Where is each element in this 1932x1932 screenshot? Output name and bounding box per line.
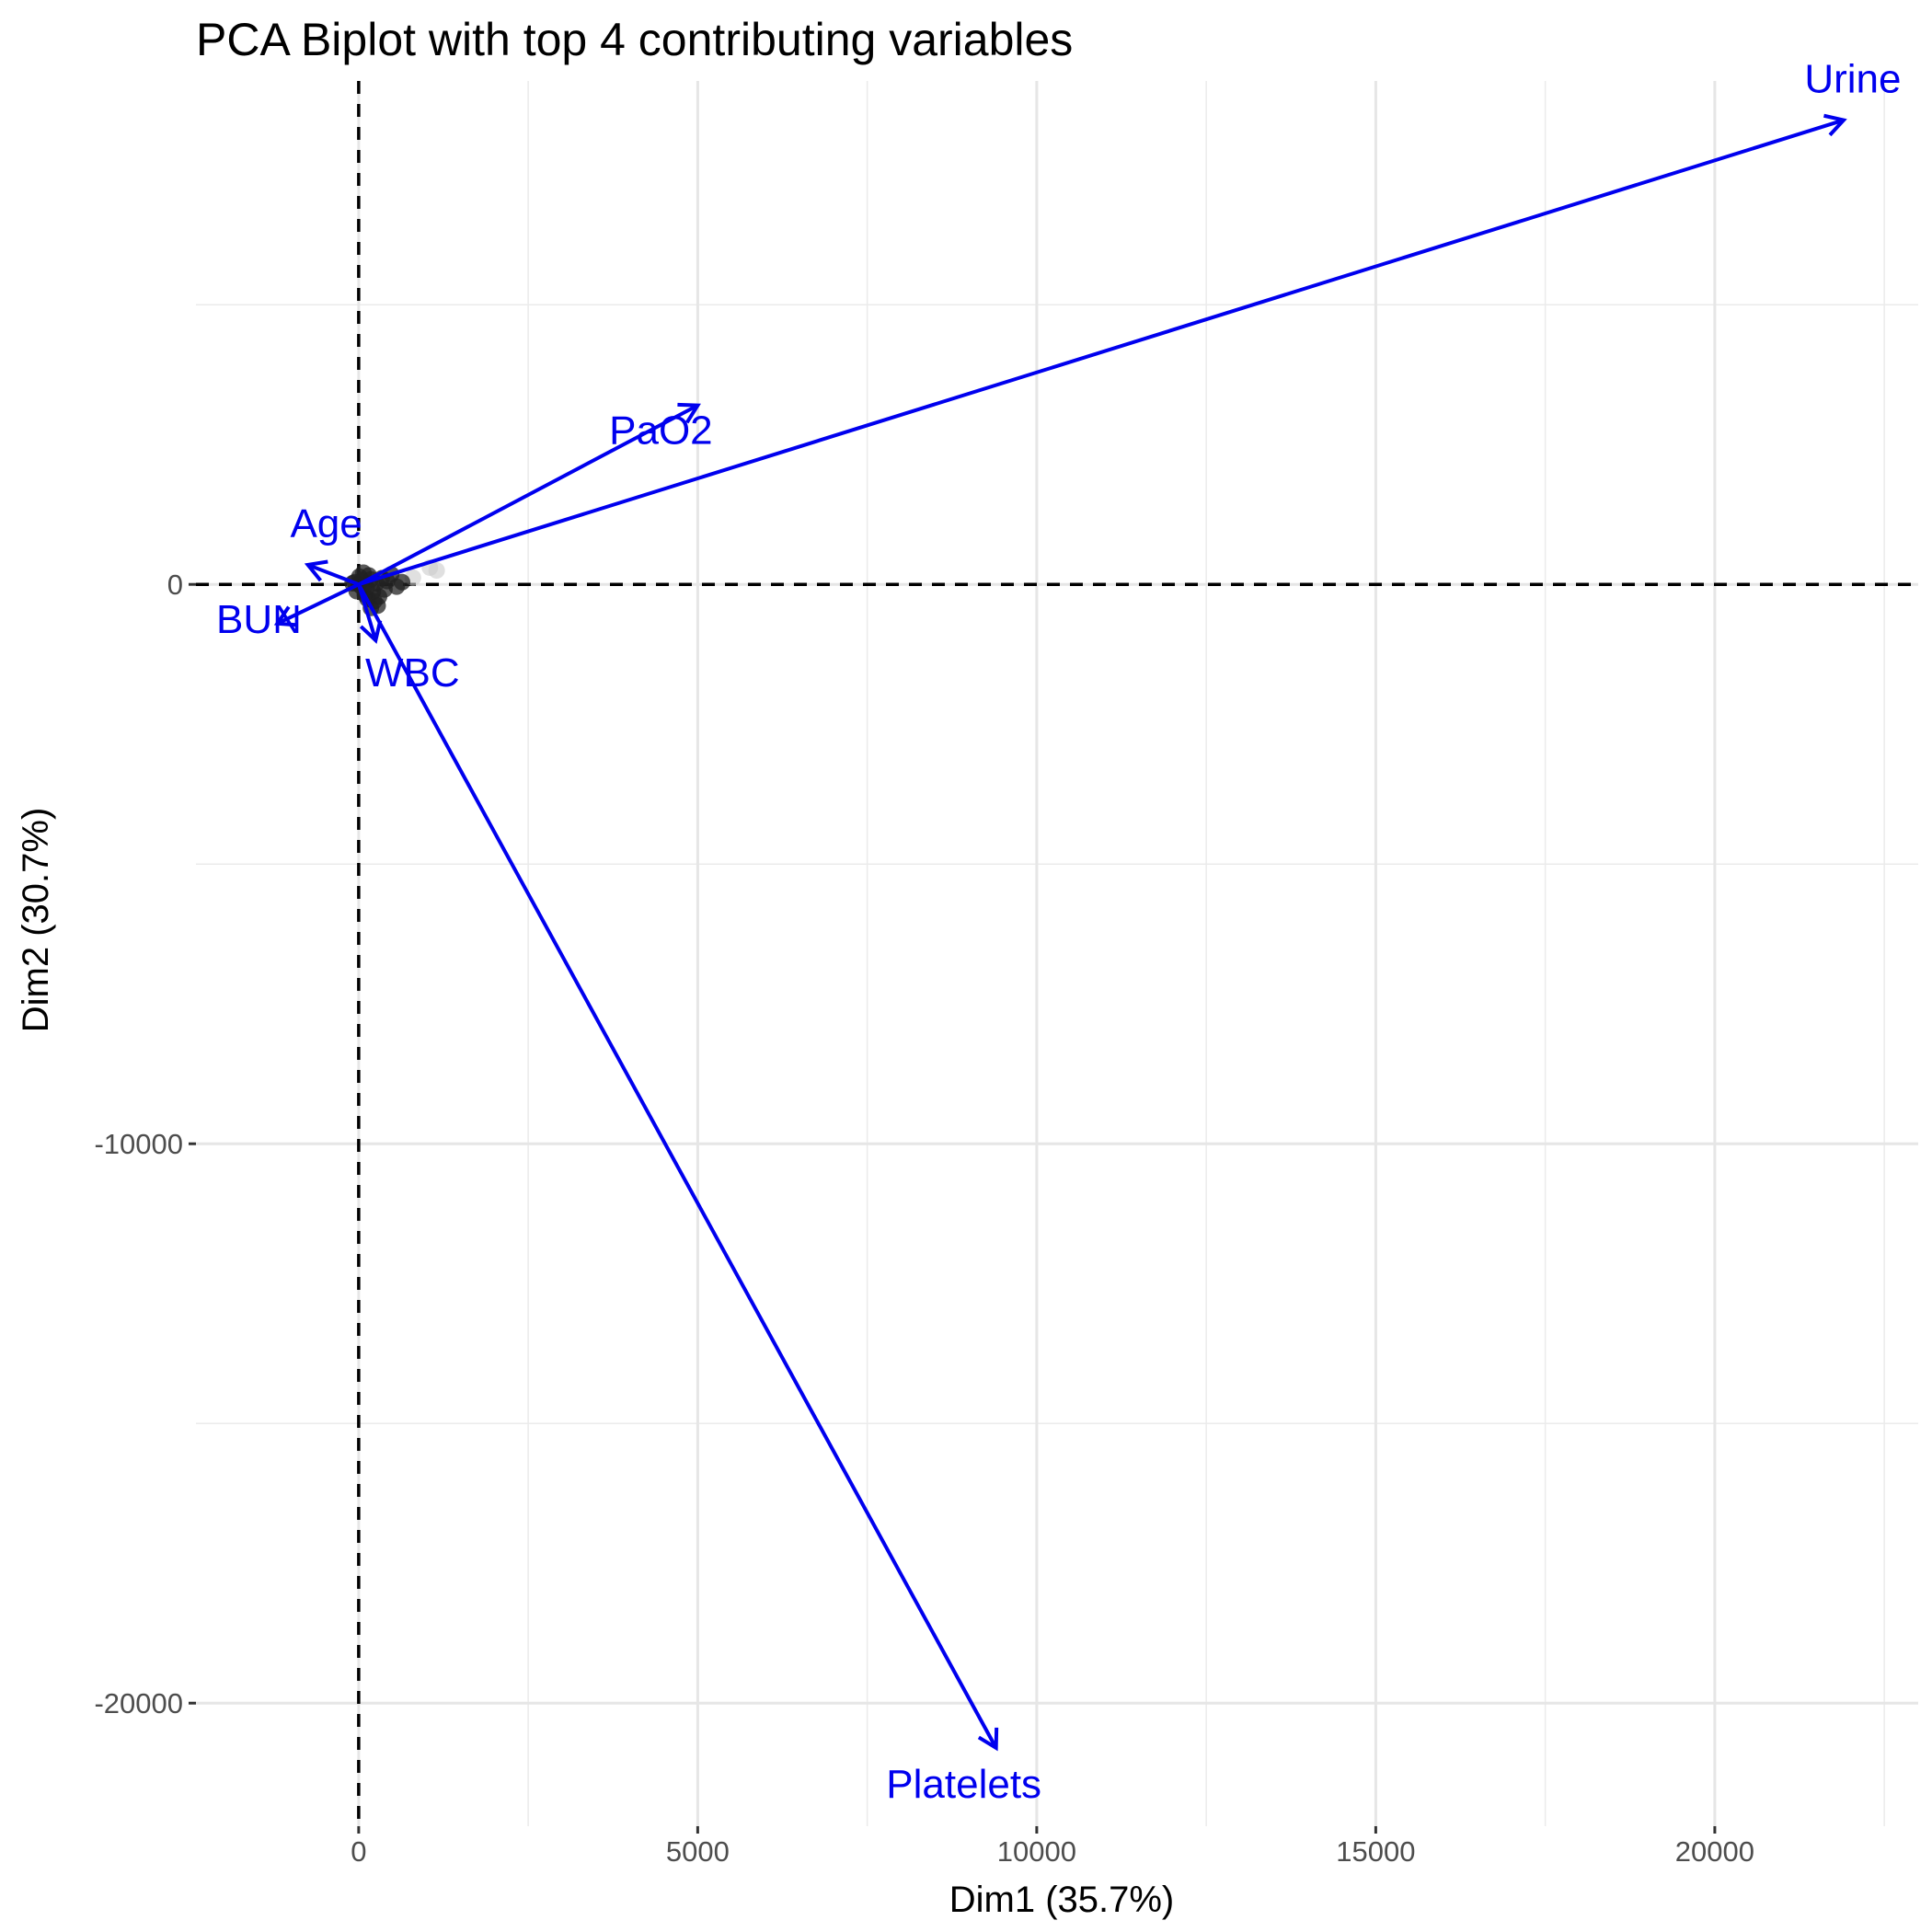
variable-arrow-platelets — [357, 583, 998, 1749]
y-tick-label: -20000 — [94, 1687, 183, 1719]
variable-arrow-wbc — [356, 583, 378, 641]
arrowhead-bun — [273, 605, 298, 627]
x-tick-label: 20000 — [1675, 1835, 1754, 1868]
x-tick-label: 0 — [351, 1835, 366, 1868]
y-tick-label: -10000 — [94, 1128, 183, 1160]
reference-lines — [196, 81, 1918, 1826]
variable-label-age: Age — [290, 501, 362, 546]
variable-arrow-bun — [276, 582, 360, 626]
individual-point — [375, 581, 393, 598]
x-axis-label: Dim1 (35.7%) — [949, 1880, 1175, 1920]
variable-arrow-age — [306, 563, 360, 587]
individual-point — [355, 564, 373, 581]
variable-label-urine: Urine — [1804, 57, 1901, 102]
variable-arrows: Urine PaO2 Age BUN WBC Platelets — [216, 57, 1902, 1807]
individual-point — [394, 573, 411, 591]
minor-gridlines — [196, 81, 1918, 1826]
y-tick-label: 0 — [167, 569, 183, 601]
individual-point — [428, 562, 445, 580]
arrowhead-urine — [1823, 113, 1847, 137]
variable-label-wbc: WBC — [365, 650, 460, 696]
y-axis-label: Dim2 (30.7%) — [16, 808, 56, 1033]
x-tick-label: 10000 — [997, 1835, 1076, 1868]
arrowhead-platelets — [977, 1727, 999, 1752]
variable-label-pao2: PaO2 — [609, 408, 713, 454]
variable-arrow-pao2 — [357, 403, 699, 586]
major-gridlines — [196, 81, 1918, 1826]
axis-ticks: 0 5000 10000 15000 20000 -20000 -10000 0 — [94, 569, 1754, 1868]
arrowhead-wbc — [359, 620, 383, 644]
variable-label-platelets: Platelets — [886, 1762, 1041, 1807]
chart-title: PCA Biplot with top 4 contributing varia… — [196, 14, 1073, 65]
variable-arrow-urine — [358, 118, 1845, 587]
arrowhead-pao2 — [677, 402, 701, 424]
variable-label-bun: BUN — [216, 597, 302, 642]
arrowhead-age — [304, 559, 328, 582]
x-tick-label: 15000 — [1336, 1835, 1415, 1868]
x-tick-label: 5000 — [666, 1835, 730, 1868]
